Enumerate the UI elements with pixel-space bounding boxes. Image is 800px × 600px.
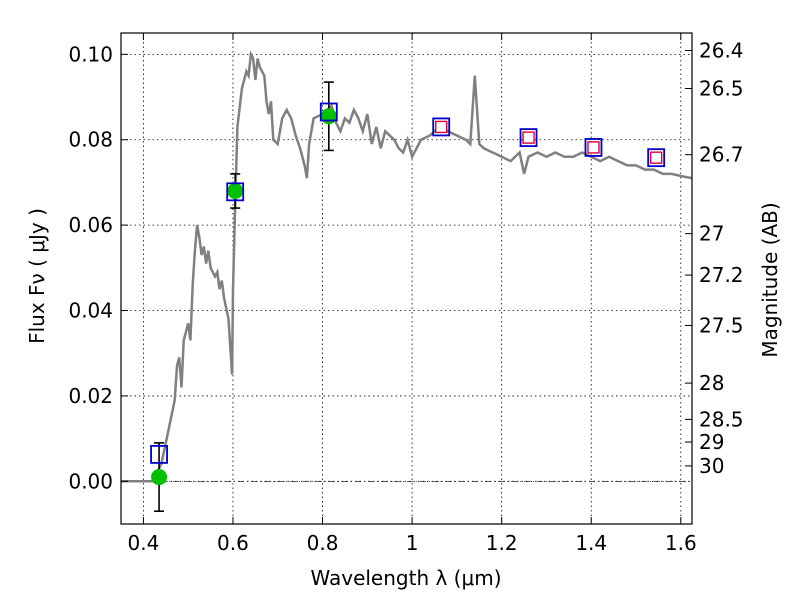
- right-tick-label: 29: [699, 430, 724, 454]
- observed-point: [151, 469, 168, 486]
- right-tick-label: 26.7: [699, 143, 744, 167]
- right-tick-label: 28: [699, 371, 724, 395]
- x-tick-label: 0.6: [217, 531, 249, 555]
- model-spectrum-line: [121, 50, 693, 483]
- right-tick-label: 30: [699, 454, 724, 478]
- predicted-points: [435, 120, 663, 164]
- x-axis-title: Wavelength λ (μm): [310, 566, 501, 590]
- right-axis-title: Magnitude (AB): [758, 202, 782, 357]
- error-bars: [154, 81, 334, 512]
- y-tick-label: 0.06: [68, 213, 113, 237]
- x-tick-label: 1.4: [575, 531, 607, 555]
- model-bandpass-point: [519, 128, 538, 148]
- x-tick-labels: 0.4 0.6 0.8 1 1.2 1.4 1.6: [127, 531, 696, 555]
- right-tick-label: 27.2: [699, 263, 744, 287]
- y-tick-label: 0.00: [68, 469, 113, 493]
- right-tick-label: 27: [699, 222, 724, 246]
- x-tick-label: 1.6: [665, 531, 697, 555]
- right-tick-label: 26.5: [699, 77, 744, 101]
- y-tick-label: 0.02: [68, 384, 113, 408]
- predicted-point: [435, 120, 448, 134]
- model-bandpass-point: [319, 102, 338, 122]
- observed-point: [320, 108, 337, 125]
- y-tick-label: 0.08: [68, 128, 113, 152]
- x-tick-label: 0.8: [307, 531, 339, 555]
- x-tick-label: 1.2: [486, 531, 518, 555]
- y-tick-label: 0.04: [68, 299, 113, 323]
- y-tick-label: 0.10: [68, 42, 113, 66]
- predicted-point: [587, 141, 600, 154]
- right-tick-label: 28.5: [699, 407, 744, 431]
- right-tick-label: 26.4: [699, 39, 744, 63]
- plot-frame: [120, 32, 693, 525]
- y-tick-labels: 0.00 0.02 0.04 0.06 0.08 0.10: [68, 42, 113, 493]
- right-tick-label: 27.5: [699, 313, 744, 337]
- x-tick-label: 0.4: [127, 531, 159, 555]
- model-bandpass-point: [226, 182, 245, 202]
- model-bandpass-point: [432, 117, 451, 137]
- y-axis-title: Flux Fν ( μJy ): [25, 208, 49, 344]
- ticks: [121, 33, 692, 524]
- model-bandpass-point: [150, 445, 168, 464]
- predicted-point: [522, 131, 535, 144]
- predicted-point: [649, 151, 663, 164]
- grid: [121, 33, 692, 524]
- model-bandpass-points: [150, 102, 666, 464]
- model-bandpass-point: [584, 138, 603, 157]
- x-tick-label: 1: [406, 531, 419, 555]
- observed-point: [227, 182, 244, 199]
- model-bandpass-point: [647, 148, 666, 168]
